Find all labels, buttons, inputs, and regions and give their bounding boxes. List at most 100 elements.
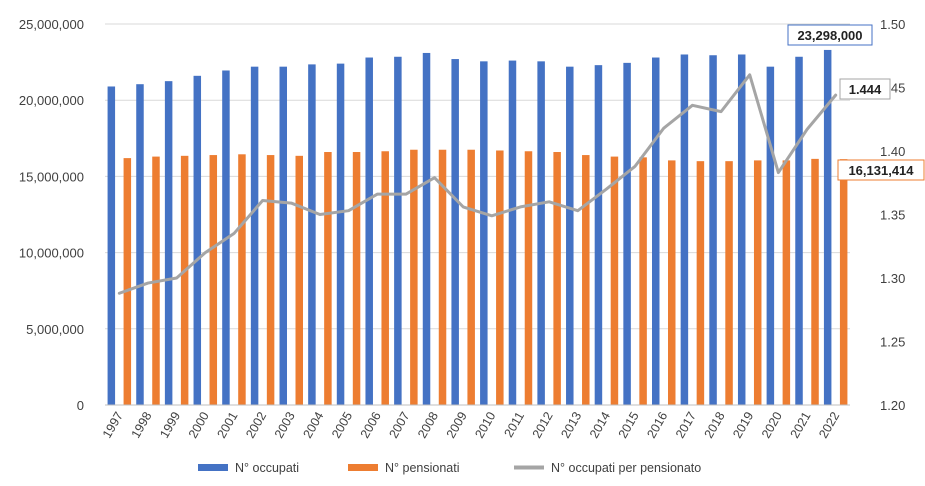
bar-occupati [422, 52, 431, 406]
bar-occupati [480, 61, 488, 405]
y-right-tick-label: 1.20 [880, 398, 905, 413]
x-tick-label: 1999 [157, 409, 183, 440]
x-tick-label: 2017 [673, 409, 699, 440]
y-left-tick-label: 15,000,000 [19, 169, 84, 184]
bar-occupati [107, 86, 116, 405]
bar-occupati [709, 55, 717, 405]
y-right-tick-label: 1.40 [880, 144, 905, 159]
y-right-tick-label: 1.50 [880, 17, 905, 32]
bar-pensionati [352, 152, 361, 405]
bar-occupati [394, 56, 402, 406]
x-tick-label: 2010 [472, 409, 498, 440]
bar-occupati [594, 65, 603, 405]
x-tick-label: 2016 [644, 409, 670, 440]
callout-box [787, 24, 873, 46]
bar-pensionati [725, 161, 733, 405]
y-left-tick-label: 10,000,000 [19, 246, 84, 261]
bar-pensionati [381, 151, 389, 405]
x-tick-label: 2012 [530, 409, 556, 440]
data-callouts: 23,298,000 1.444 16,131,414 [787, 24, 925, 181]
y-right-tick-label: 1.25 [880, 335, 905, 350]
bar-pensionati [295, 155, 303, 405]
x-tick-label: 1998 [129, 409, 155, 440]
bar-pensionati [811, 158, 819, 405]
bar-occupati [623, 62, 631, 405]
x-tick-label: 2009 [444, 409, 470, 440]
bar-pensionati [410, 149, 418, 405]
x-tick-label: 2020 [759, 409, 785, 440]
y-left-tick-label: 25,000,000 [19, 17, 84, 32]
bar-pensionati [668, 160, 676, 405]
bar-occupati [508, 60, 517, 406]
bar-pensionati [209, 155, 218, 405]
bar-pensionati [324, 152, 332, 405]
bar-pensionati [238, 154, 246, 405]
bar-occupati [652, 57, 660, 405]
bar-occupati [164, 81, 173, 406]
bar-pensionati [696, 161, 705, 405]
x-tick-label: 2001 [215, 409, 241, 440]
x-tick-label: 1997 [100, 409, 126, 440]
x-tick-label: 2000 [186, 409, 212, 440]
line-series [117, 73, 838, 295]
bar-occupati [795, 56, 803, 406]
y-axis-right: 1.201.251.301.351.401.451.50 [880, 17, 905, 413]
bar-pensionati [438, 149, 447, 405]
x-tick-label: 2015 [616, 409, 642, 440]
bar-occupati [680, 54, 689, 405]
legend-label: N° occupati [235, 461, 299, 475]
bar-occupati [136, 84, 144, 405]
x-tick-label: 2019 [730, 409, 756, 440]
bar-occupati [566, 66, 574, 405]
bar-occupati [365, 57, 373, 405]
callout-box [839, 78, 891, 100]
bar-pensionati [180, 155, 189, 405]
x-tick-label: 2022 [816, 409, 842, 440]
bar-occupati [279, 66, 287, 405]
bar-pensionati [753, 160, 762, 405]
x-tick-label: 2002 [243, 409, 269, 440]
legend-swatch [348, 464, 378, 471]
y-left-tick-label: 0 [77, 398, 84, 413]
bar-occupati [737, 54, 746, 405]
x-tick-label: 2018 [702, 409, 728, 440]
line-occupati-per-pensionato [117, 73, 838, 295]
legend-label: N° occupati per pensionato [551, 461, 701, 475]
bar-pensionati [553, 152, 561, 405]
x-tick-label: 2021 [788, 409, 814, 440]
bar-pensionati [639, 157, 647, 405]
bar-pensionati [839, 159, 848, 405]
bar-pensionati [496, 150, 504, 405]
bar-occupati [823, 49, 832, 406]
bar-pensionati [582, 155, 590, 405]
callout-label: 1.444 [849, 82, 882, 97]
bars [107, 49, 848, 406]
bar-pensionati [266, 155, 275, 405]
bar-pensionati [524, 151, 533, 405]
x-tick-label: 2003 [272, 409, 298, 440]
x-axis: 1997 1998 1999 2000 2001 2002 2003 2004 2005 2006… [100, 404, 850, 441]
bar-occupati [250, 66, 259, 405]
bar-occupati [308, 64, 316, 406]
bar-pensionati [610, 156, 619, 405]
y-left-tick-label: 20,000,000 [19, 93, 84, 108]
legend-swatch [198, 464, 228, 471]
x-tick-label: 2007 [386, 409, 412, 440]
x-tick-label: 2013 [558, 409, 584, 440]
bar-pensionati [782, 160, 791, 405]
legend-label: N° pensionati [385, 461, 460, 475]
x-tick-label: 2004 [300, 409, 326, 440]
y-right-tick-label: 1.30 [880, 271, 905, 286]
bar-occupati [766, 66, 775, 405]
callout-box [837, 159, 925, 181]
bar-occupati [451, 59, 459, 405]
x-tick-label: 2011 [502, 409, 528, 439]
x-tick-label: 2005 [329, 409, 355, 440]
bar-pensionati [123, 158, 132, 405]
x-tick-label: 2008 [415, 409, 441, 440]
bar-occupati [336, 63, 345, 406]
y-axis-left: 0 5,000,000 10,000,000 15,000,000 20,000,000… [19, 17, 84, 413]
callout-label: 16,131,414 [848, 163, 914, 178]
y-left-tick-label: 5,000,000 [26, 322, 84, 337]
